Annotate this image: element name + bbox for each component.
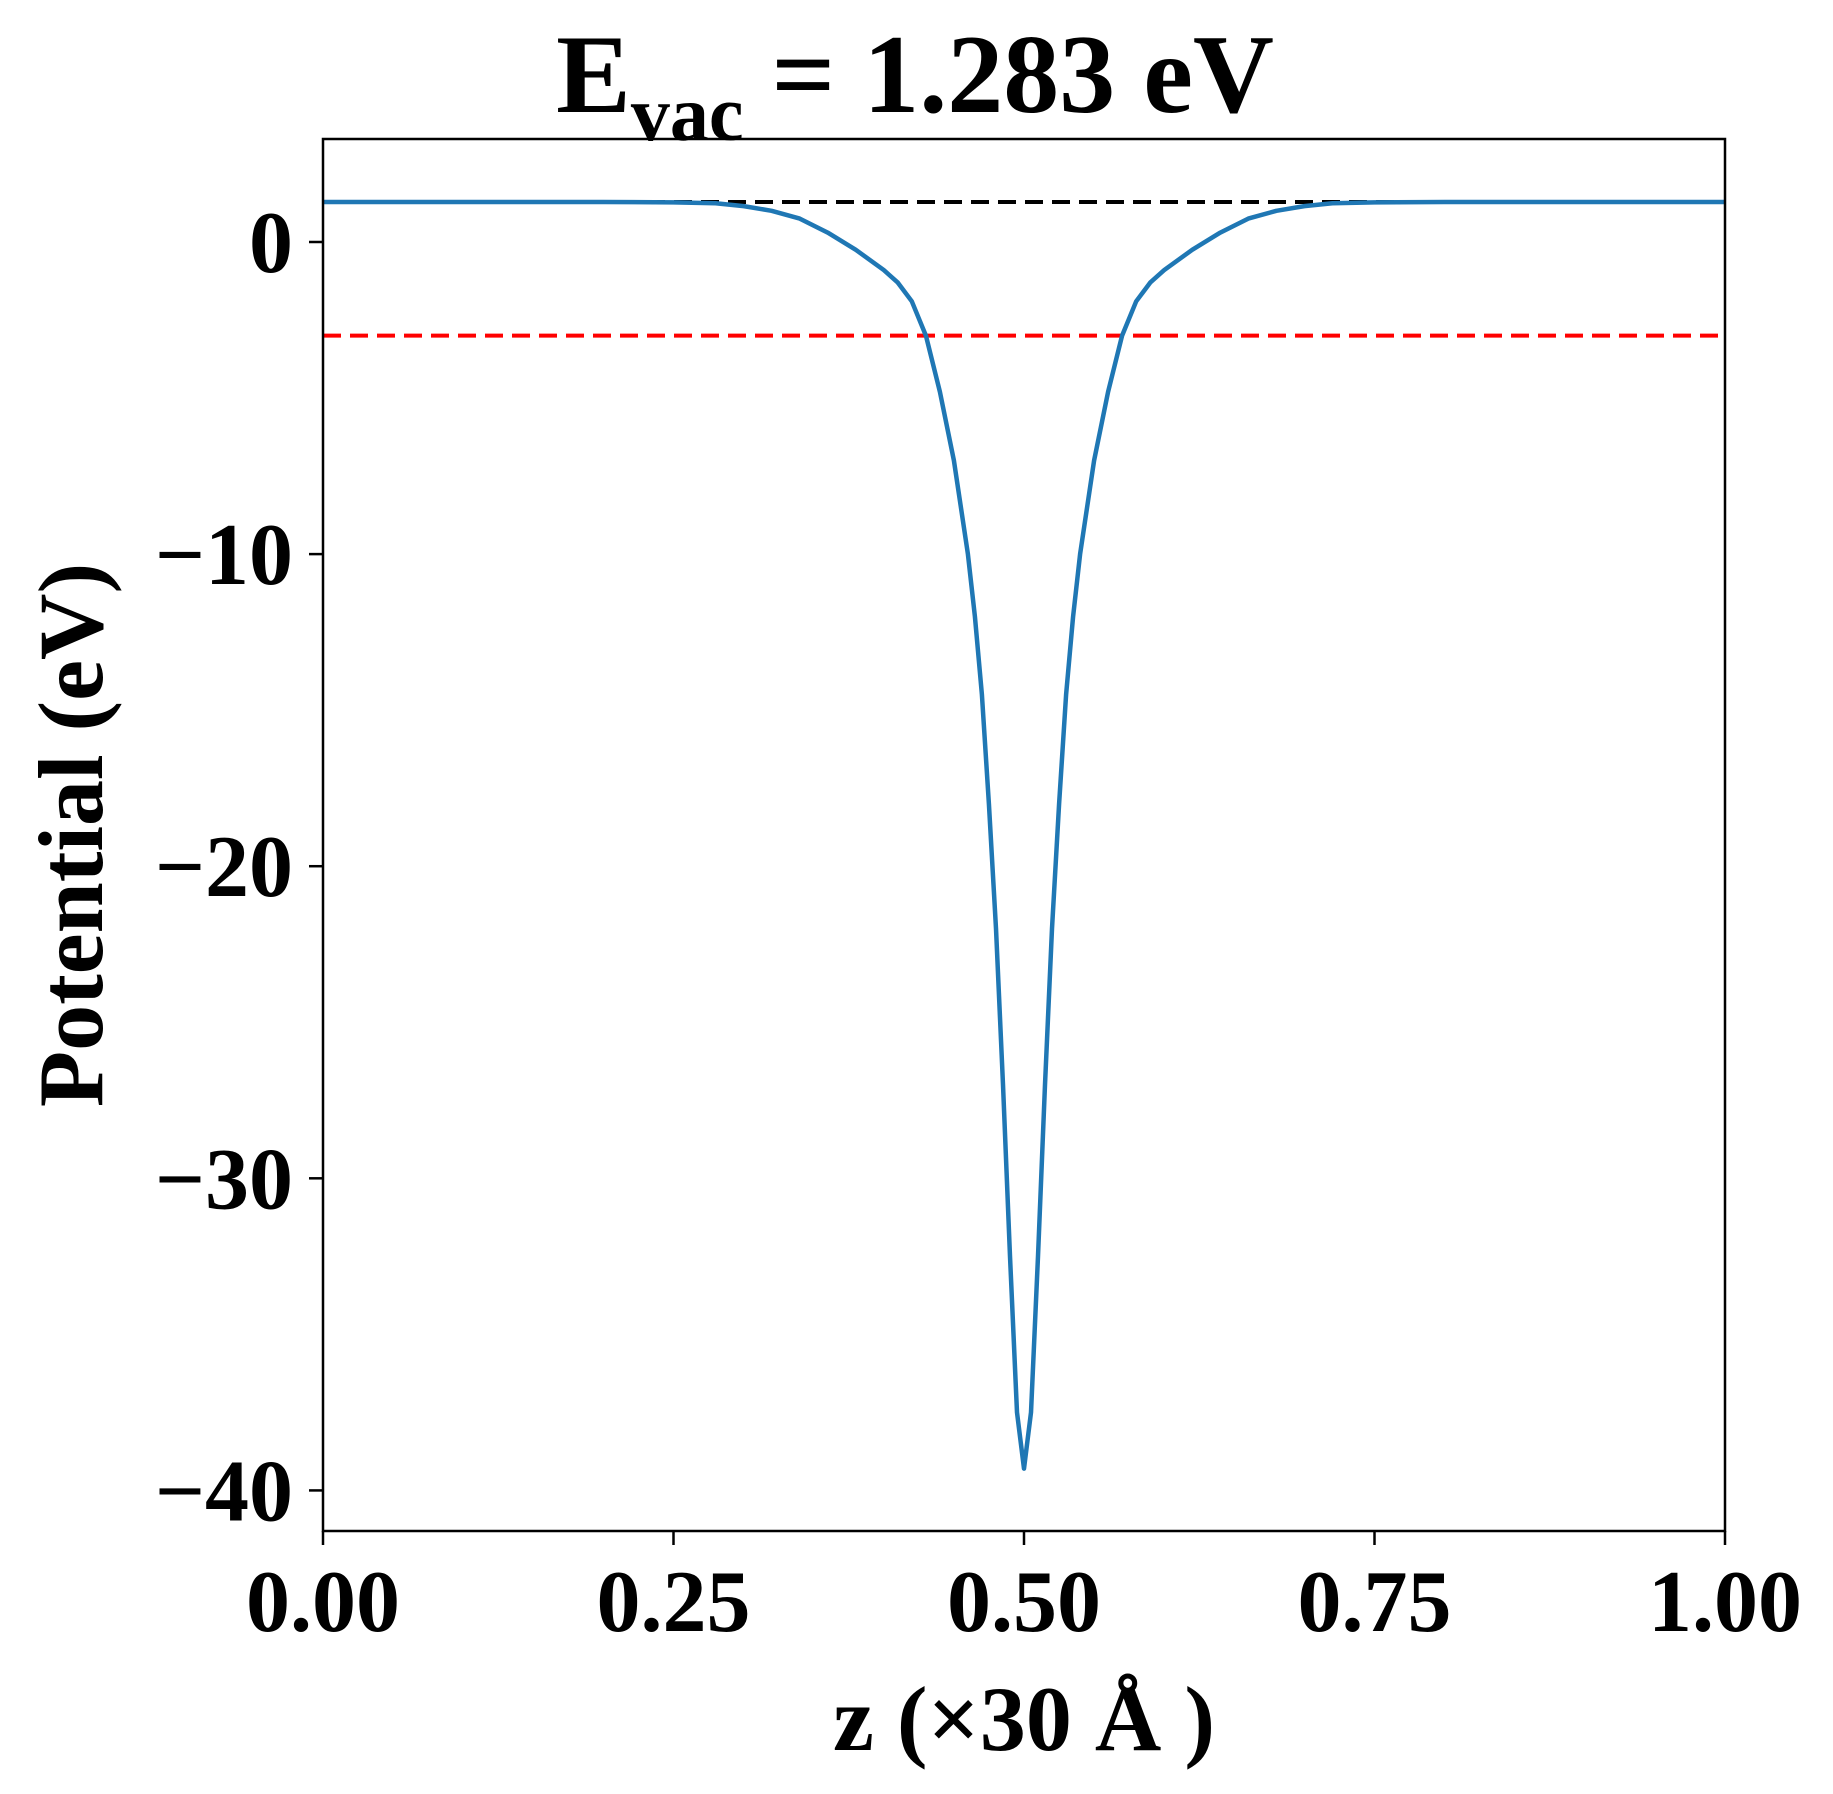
title-rest: = 1.283 eV: [743, 13, 1273, 137]
title-subscript: vac: [631, 70, 744, 157]
plot-area: [323, 199, 1725, 1471]
x-axis-label: z (×30 Å ): [833, 1668, 1215, 1770]
svg-text:Evac = 1.283 eV: Evac = 1.283 eV: [556, 13, 1274, 157]
y-tick-label: 0: [249, 195, 293, 292]
potential-series-line: [323, 199, 1725, 1471]
x-axis: 0.00 0.25 0.50 0.75 1.00: [246, 1531, 1802, 1651]
y-axis: 0 −10 −20 −30 −40: [155, 195, 323, 1540]
y-tick-label: −40: [155, 1443, 293, 1540]
x-tick-label: 0.25: [597, 1554, 751, 1651]
axes-frame: [321, 137, 1727, 1533]
chart-title: Evac = 1.283 eV: [556, 13, 1274, 157]
y-tick-label: −20: [155, 819, 293, 916]
title-main: E: [556, 13, 631, 137]
y-tick-label: −30: [155, 1131, 293, 1228]
x-tick-label: 0.75: [1298, 1554, 1452, 1651]
x-tick-label: 0.50: [947, 1554, 1101, 1651]
y-axis-label: Potential (eV): [20, 563, 122, 1107]
x-tick-label: 0.00: [246, 1554, 400, 1651]
y-tick-label: −10: [155, 507, 293, 604]
x-tick-label: 1.00: [1648, 1554, 1802, 1651]
